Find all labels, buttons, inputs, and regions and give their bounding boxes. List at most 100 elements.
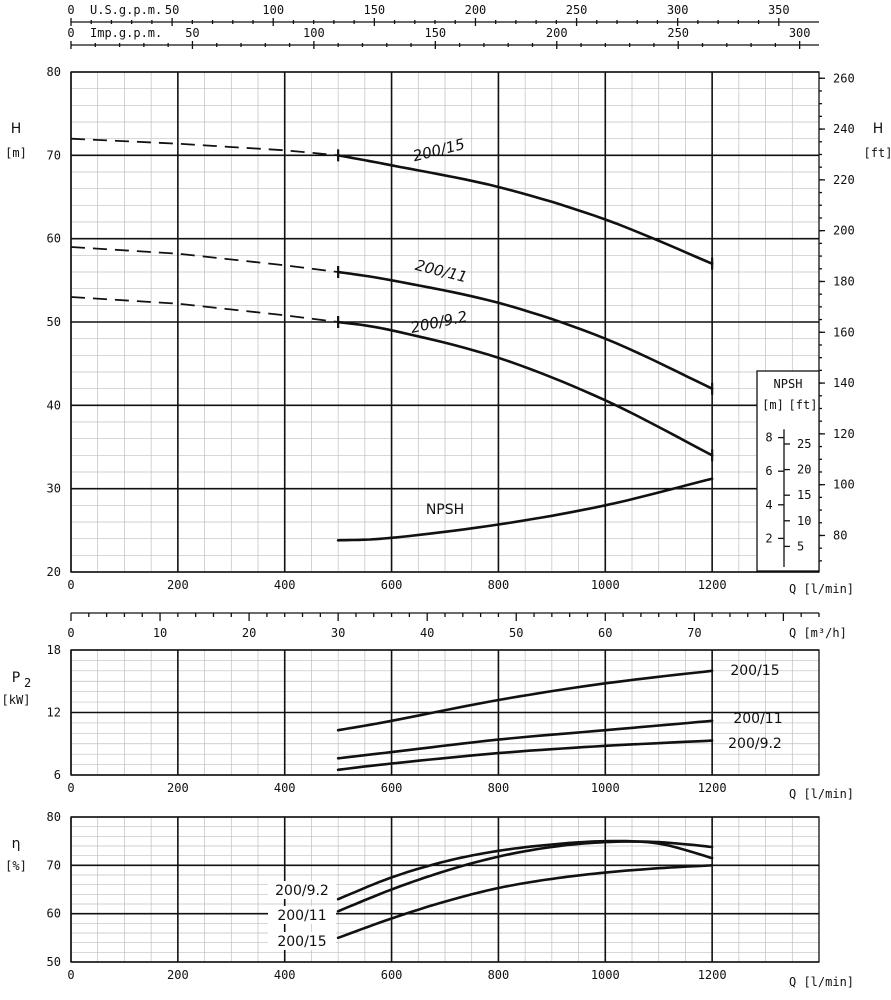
npsh-ft-tick: 25 (797, 437, 811, 451)
m3h-tick: 30 (331, 626, 345, 640)
x-axis-label-lmin: Q [l/min] (789, 582, 854, 596)
npsh-m-tick: 2 (765, 531, 772, 545)
x-tick-label: 800 (488, 968, 510, 982)
power-axis-subscript: 2 (24, 676, 31, 690)
top-axis-tick: 250 (566, 3, 588, 17)
right-ft-tick: 200 (833, 224, 855, 238)
y-tick-label: 70 (47, 858, 61, 872)
x-tick-label: 1200 (698, 578, 727, 592)
x-tick-label: 1000 (591, 968, 620, 982)
top-axis-tick: 100 (262, 3, 284, 17)
curve-dashed-200/15 (70, 137, 339, 157)
right-ft-tick: 160 (833, 325, 855, 339)
y-tick-label: 70 (47, 148, 61, 162)
m3h-tick: 40 (420, 626, 434, 640)
power-curve-label-200/11: 200/11 (733, 711, 782, 727)
top-axis-zero: 0 (67, 3, 74, 17)
power-curve-200/15 (336, 669, 714, 732)
power-axis-unit: [kW] (2, 693, 31, 707)
efficiency-curve-200/15 (336, 864, 714, 940)
top-axis-tick: 250 (667, 26, 689, 40)
y-tick-label: 80 (47, 810, 61, 824)
label-bg (268, 881, 336, 899)
top-axis-tick: 150 (424, 26, 446, 40)
efficiency-curve-label-200/11: 200/11 (277, 908, 326, 924)
power-curve-label-200/9.2: 200/9.2 (728, 736, 782, 752)
x-tick-label: 400 (274, 781, 296, 795)
x-tick-label: 200 (167, 968, 189, 982)
x-tick-label: 0 (67, 968, 74, 982)
npsh-ft-tick: 15 (797, 488, 811, 502)
m3h-axis-label: Q [m³/h] (789, 626, 847, 640)
label-bg (268, 906, 336, 924)
top-axis-zero: 0 (67, 26, 74, 40)
label-bg (268, 932, 336, 950)
right-ft-tick: 220 (833, 173, 855, 187)
power-curve-label-200/15: 200/15 (730, 663, 779, 679)
x-tick-label: 800 (488, 781, 510, 795)
right-ft-tick: 260 (833, 71, 855, 85)
right-ft-tick: 240 (833, 122, 855, 136)
x-tick-label: 400 (274, 968, 296, 982)
power-curve-200/11 (336, 719, 714, 760)
y-tick-label: 60 (47, 232, 61, 246)
right-ft-tick: 120 (833, 427, 855, 441)
top-axis-tick: 300 (667, 3, 689, 17)
top-axis-tick: 200 (465, 3, 487, 17)
head-axis-label-ft: H (873, 121, 884, 137)
right-ft-tick: 100 (833, 478, 855, 492)
power-curve-200/9.2 (336, 739, 714, 772)
x-tick-label: 1200 (698, 781, 727, 795)
head-axis-unit-ft: [ft] (864, 146, 891, 160)
top-axis-tick: 100 (303, 26, 325, 40)
x-tick-label: 200 (167, 781, 189, 795)
x-tick-label: 1000 (591, 781, 620, 795)
x-tick-label: 0 (67, 781, 74, 795)
right-ft-tick: 140 (833, 376, 855, 390)
top-axis-tick: 50 (185, 26, 199, 40)
x-axis-label-lmin: Q [l/min] (789, 787, 854, 801)
efficiency-axis-label: η (12, 836, 21, 852)
efficiency-curve-label-200/15: 200/15 (277, 934, 326, 950)
efficiency-axis-unit: [%] (5, 859, 27, 873)
m3h-tick: 0 (67, 626, 74, 640)
x-tick-label: 600 (381, 578, 403, 592)
efficiency-plot-frame (70, 816, 820, 963)
head-curve-200/9.2 (336, 320, 714, 457)
right-ft-tick: 80 (833, 528, 847, 542)
npsh-ft-tick: 20 (797, 463, 811, 477)
head-curve-200/11 (336, 270, 714, 390)
top-axis-tick: 150 (363, 3, 385, 17)
y-tick-label: 50 (47, 955, 61, 969)
y-tick-label: 6 (54, 768, 61, 782)
m3h-tick: 20 (242, 626, 256, 640)
m3h-tick: 50 (509, 626, 523, 640)
head-plot-frame (70, 71, 820, 573)
x-tick-label: 1200 (698, 968, 727, 982)
efficiency-curve-label-200/9.2: 200/9.2 (275, 883, 329, 899)
power-axis-label: P (12, 670, 20, 686)
y-tick-label: 12 (47, 706, 61, 720)
top-axis-tick: 300 (789, 26, 811, 40)
head-curve-label-200/11: 200/11 (413, 256, 469, 286)
y-tick-label: 50 (47, 315, 61, 329)
y-tick-label: 18 (47, 643, 61, 657)
top-axis-label: U.S.g.p.m. (90, 3, 162, 17)
top-axis-tick: 50 (165, 3, 179, 17)
efficiency-curve-200/11 (336, 840, 714, 913)
m3h-tick: 10 (153, 626, 167, 640)
m3h-tick: 70 (687, 626, 701, 640)
top-axis-label: Imp.g.p.m. (90, 26, 162, 40)
head-axis-unit: [m] (5, 146, 27, 160)
x-tick-label: 1000 (591, 578, 620, 592)
npsh-scale-box (756, 370, 820, 572)
npsh-m-tick: 8 (765, 431, 772, 445)
x-tick-label: 0 (67, 578, 74, 592)
npsh-ft-tick: 5 (797, 539, 804, 553)
npsh-box-unit-m: [m] (762, 398, 784, 412)
x-axis-label-lmin: Q [l/min] (789, 975, 854, 989)
npsh-ft-tick: 10 (797, 514, 811, 528)
y-tick-label: 30 (47, 482, 61, 496)
head-axis-label: H (11, 121, 22, 137)
x-tick-label: 600 (381, 968, 403, 982)
